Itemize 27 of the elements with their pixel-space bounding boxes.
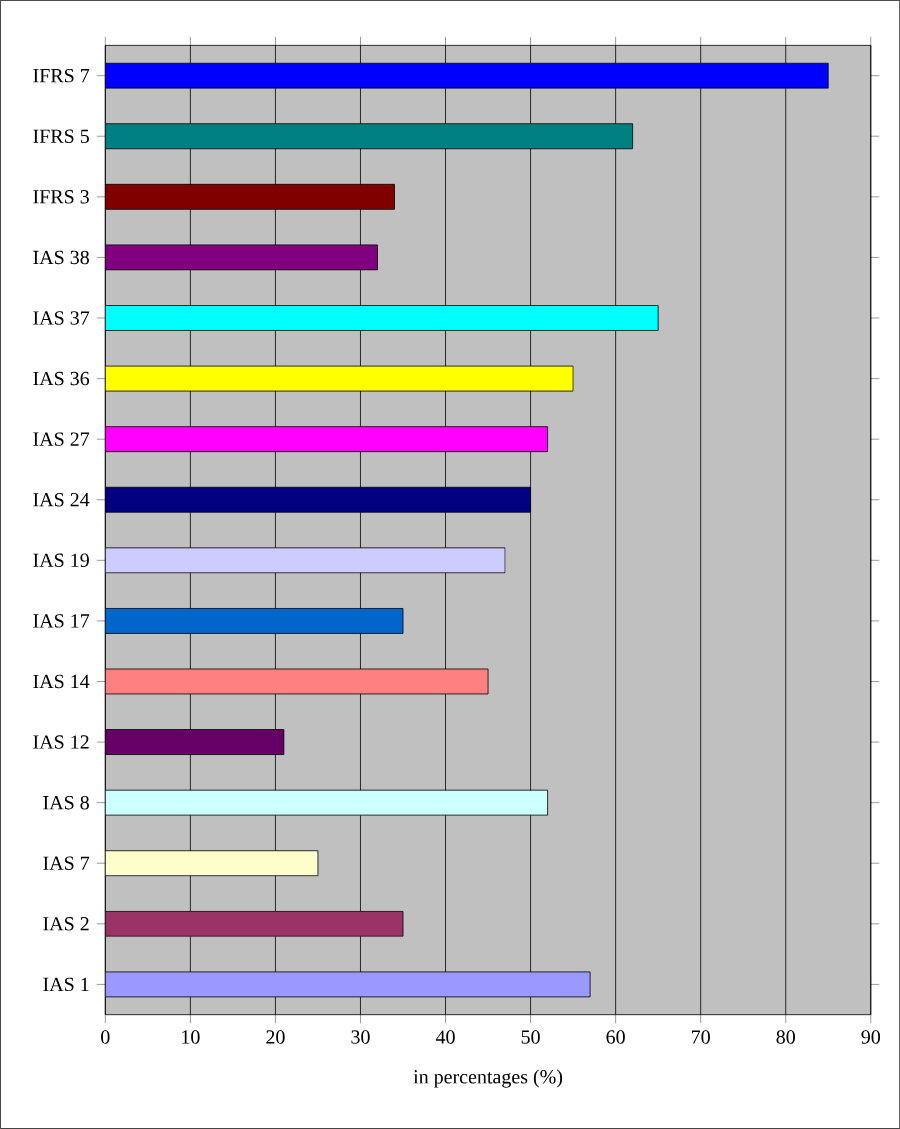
x-tick-label: 90 [861, 1030, 880, 1044]
x-tick-label: 10 [182, 1030, 200, 1044]
y-tick-label: IAS 27 [33, 432, 90, 446]
y-tick-label: IAS 19 [33, 553, 89, 568]
y-tick-label: IAS 37 [33, 311, 90, 325]
x-tick-label: 20 [266, 1030, 285, 1044]
y-tick-label: IAS 1 [43, 977, 89, 992]
y-tick-label: IAS 7 [43, 856, 90, 870]
y-tick-label: IFRS 3 [33, 190, 89, 204]
y-tick-label: IAS 38 [33, 250, 89, 265]
y-tick-label: IFRS 5 [33, 129, 89, 143]
y-tick-label: IAS 14 [33, 674, 90, 689]
y-tick-label: IAS 2 [43, 917, 89, 931]
y-tick-label: IAS 36 [33, 371, 90, 386]
y-tick-label: IAS 8 [43, 795, 89, 810]
y-tick-label: IAS 24 [33, 493, 90, 507]
y-tick-label: IAS 17 [33, 614, 90, 628]
x-tick-label: 80 [776, 1030, 795, 1044]
y-tick-label: IFRS 7 [33, 68, 90, 83]
x-tick-label: 40 [435, 1030, 455, 1044]
x-tick-label: 60 [606, 1030, 625, 1044]
x-axis-title: in percentages (%) [413, 1069, 562, 1088]
x-tick-label: 70 [691, 1030, 710, 1044]
x-tick-label: 0 [101, 1030, 110, 1044]
x-tick-label: 30 [351, 1030, 370, 1044]
x-tick-label: 50 [521, 1030, 540, 1044]
y-tick-label: IAS 12 [33, 735, 89, 749]
